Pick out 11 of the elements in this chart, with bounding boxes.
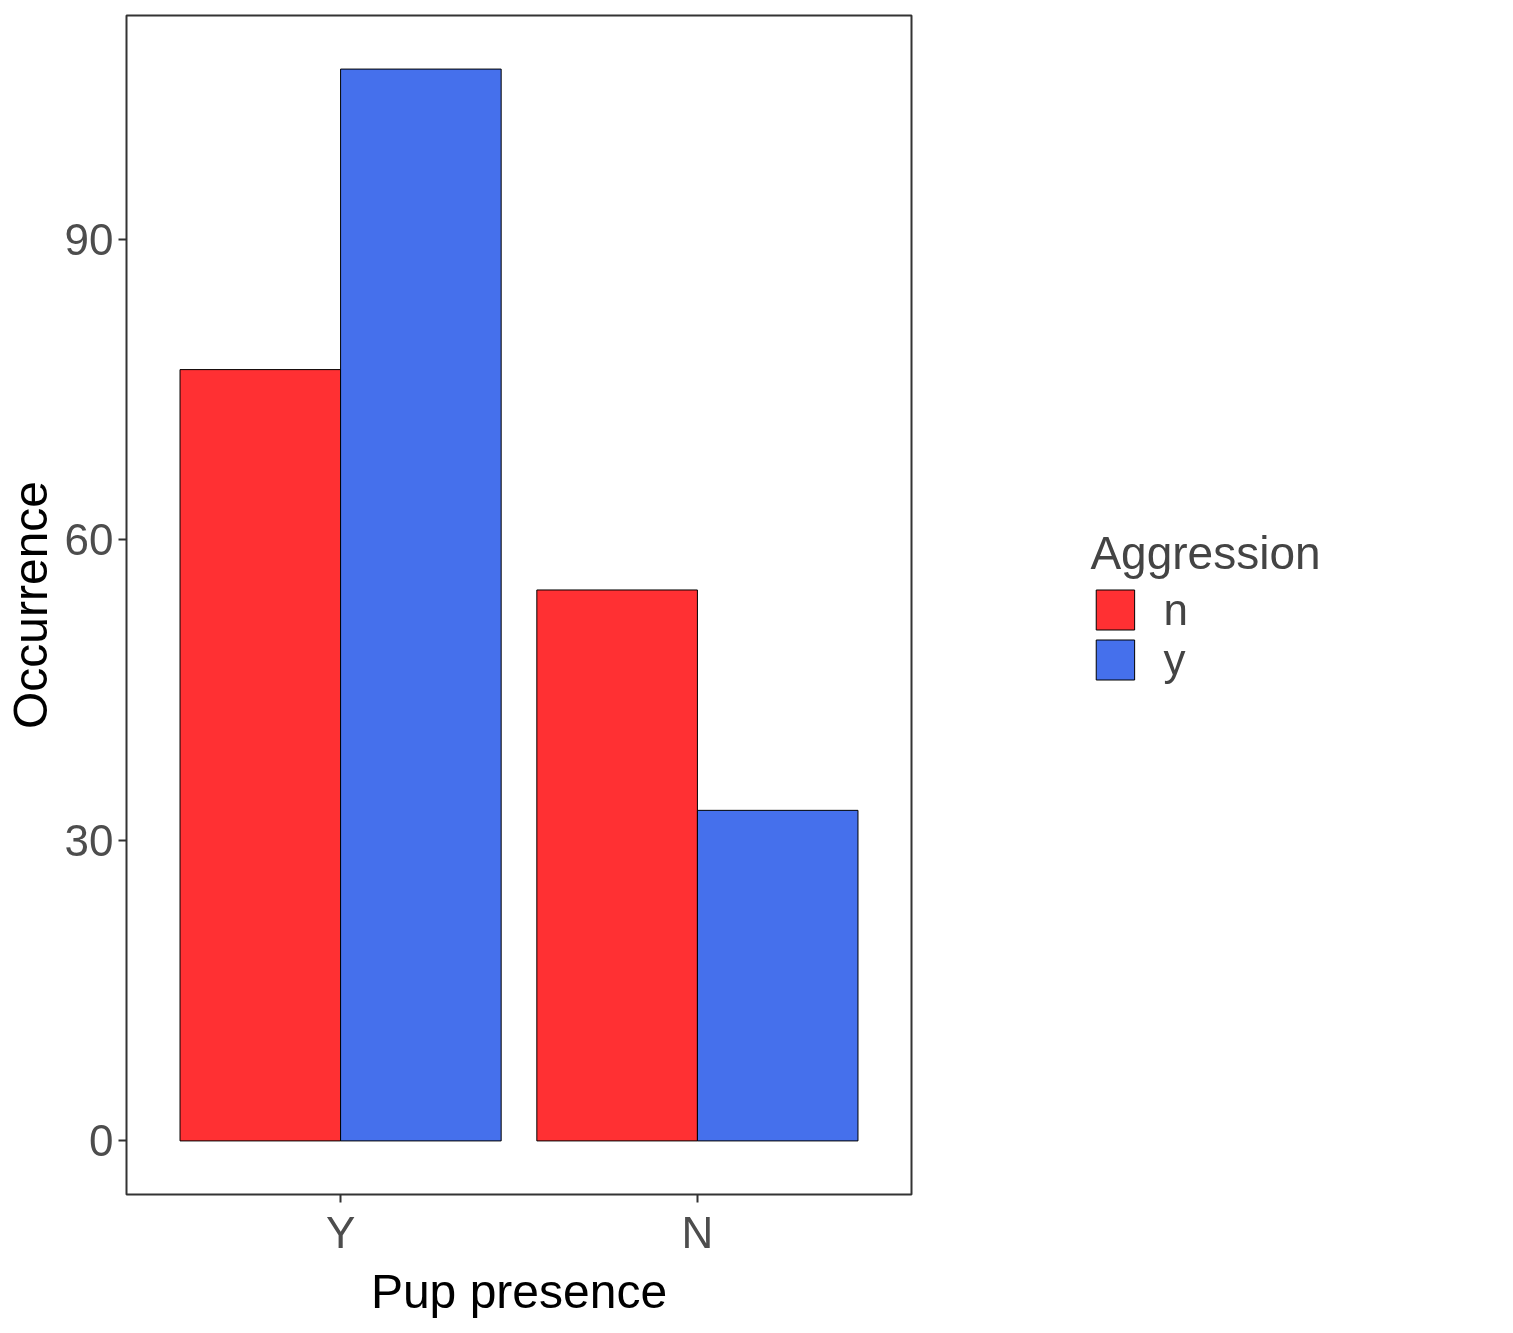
x-tick-label: Y bbox=[325, 1207, 356, 1257]
y-tick-label: 90 bbox=[64, 214, 114, 264]
y-tick-label: 30 bbox=[64, 815, 114, 865]
x-tick-label: N bbox=[681, 1207, 714, 1257]
y-axis-title: Occurrence bbox=[3, 480, 57, 730]
legend-label: n bbox=[1163, 584, 1188, 634]
legend-label: y bbox=[1163, 634, 1186, 684]
x-axis-title: Pup presence bbox=[370, 1264, 668, 1318]
legend-title: Aggression bbox=[1090, 525, 1321, 579]
y-tick-label: 60 bbox=[64, 515, 114, 565]
y-tick-label: 0 bbox=[89, 1116, 114, 1166]
